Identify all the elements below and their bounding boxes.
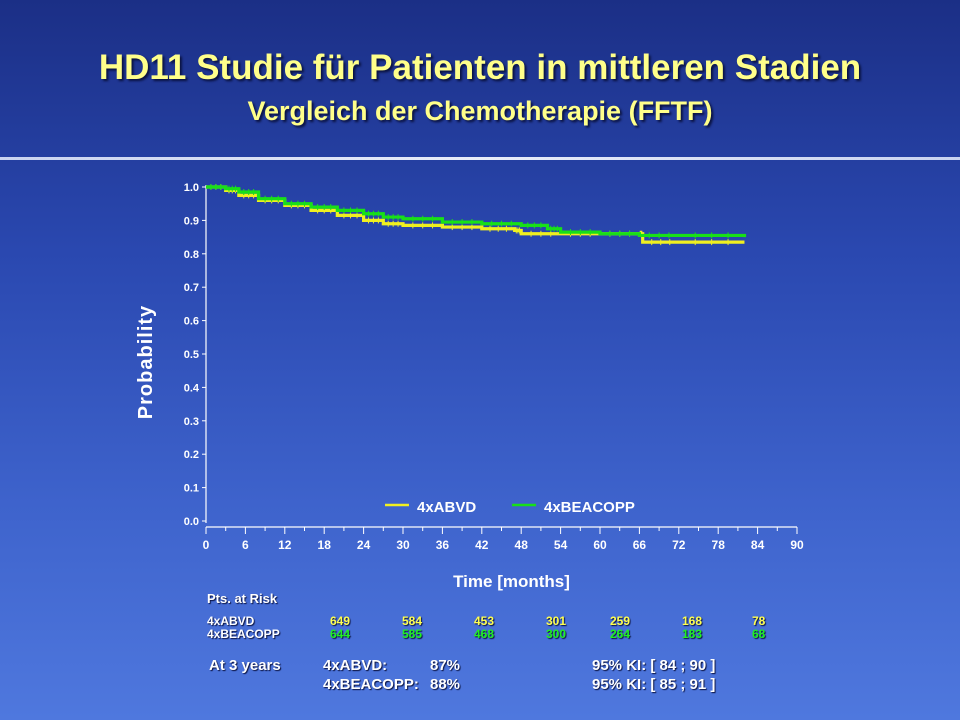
y-tick-label: 1.0 — [184, 182, 199, 194]
x-tick-label: 42 — [475, 538, 489, 552]
chart-legend: 4xABVD 4xBEACOPP — [385, 499, 635, 516]
y-tick-label: 0.6 — [184, 316, 199, 328]
x-tick-label: 60 — [593, 538, 607, 552]
risk-value: 468 — [474, 627, 495, 641]
x-tick-label: 36 — [436, 538, 450, 552]
x-tick-label: 24 — [357, 538, 371, 552]
x-tick-label: 84 — [751, 538, 765, 552]
risk-value: 259 — [610, 614, 631, 628]
risk-value: 453 — [474, 614, 495, 628]
x-tick-label: 72 — [672, 538, 686, 552]
x-tick-label: 54 — [554, 538, 568, 552]
x-tick-label: 0 — [203, 538, 210, 552]
x-tick-label: 48 — [515, 538, 529, 552]
risk-row-label: 4xBEACOPP — [207, 627, 280, 641]
risk-row-beacopp: 4xBEACOPP 644 585 468 300 264 183 68 — [0, 627, 960, 641]
x-tick-label: 78 — [712, 538, 726, 552]
summary-label: At 3 years — [209, 657, 281, 674]
y-tick-label: 0.0 — [184, 516, 199, 528]
summary-arm-abvd: 4xABVD: — [323, 657, 388, 674]
y-tick-label: 0.7 — [184, 282, 199, 294]
chart-axes: 0.0 0.1 0.2 0.3 0.4 0.5 0.6 0.7 0.8 0.9 1.0 0 6 12 18 2… — [135, 182, 804, 591]
y-tick-label: 0.8 — [184, 249, 199, 261]
y-axis-label: Probability — [135, 305, 157, 419]
risk-row-label: 4xABVD — [207, 614, 255, 628]
risk-value: 300 — [546, 627, 567, 641]
risk-value: 644 — [330, 627, 351, 641]
x-tick-label: 6 — [242, 538, 249, 552]
x-tick-label: 18 — [318, 538, 332, 552]
x-tick-label: 66 — [633, 538, 647, 552]
risk-value: 183 — [682, 627, 703, 641]
y-tick-label: 0.2 — [184, 449, 199, 461]
risk-value: 301 — [546, 614, 567, 628]
y-tick-label: 0.9 — [184, 215, 199, 227]
y-tick-label: 0.3 — [184, 416, 199, 428]
slide-title: HD11 Studie für Patienten in mittleren S… — [98, 48, 862, 87]
risk-value: 585 — [402, 627, 423, 641]
title-divider — [0, 157, 960, 160]
summary-rate-abvd: 87% — [430, 657, 461, 674]
summary-ci-beacopp: 95% KI: [ 85 ; 91 ] — [592, 676, 716, 693]
x-tick-label: 12 — [278, 538, 292, 552]
risk-value: 264 — [610, 627, 631, 641]
x-tick-label: 90 — [790, 538, 804, 552]
legend-label: 4xBEACOPP — [544, 499, 635, 516]
chart-lines — [206, 184, 747, 246]
slide-subtitle: Vergleich der Chemotherapie (FFTF) — [247, 96, 713, 126]
x-axis-label: Time [months] — [453, 572, 570, 591]
summary-ci-abvd: 95% KI: [ 84 ; 90 ] — [592, 657, 716, 674]
x-tick-label: 30 — [396, 538, 410, 552]
series-line-beacopp — [206, 185, 747, 238]
risk-value: 78 — [752, 614, 766, 628]
y-tick-label: 0.4 — [184, 382, 200, 394]
summary-rate-beacopp: 88% — [430, 676, 461, 693]
summary-arm-beacopp: 4xBEACOPP: — [323, 676, 419, 693]
risk-table-title: Pts. at Risk — [207, 591, 278, 606]
y-tick-label: 0.5 — [184, 349, 199, 361]
legend-label: 4xABVD — [417, 499, 476, 516]
risk-value: 68 — [752, 627, 766, 641]
risk-row-abvd: 4xABVD 649 584 453 301 259 168 78 — [0, 614, 960, 628]
risk-value: 584 — [402, 614, 423, 628]
y-tick-label: 0.1 — [184, 483, 199, 495]
risk-value: 168 — [682, 614, 703, 628]
risk-value: 649 — [330, 614, 351, 628]
